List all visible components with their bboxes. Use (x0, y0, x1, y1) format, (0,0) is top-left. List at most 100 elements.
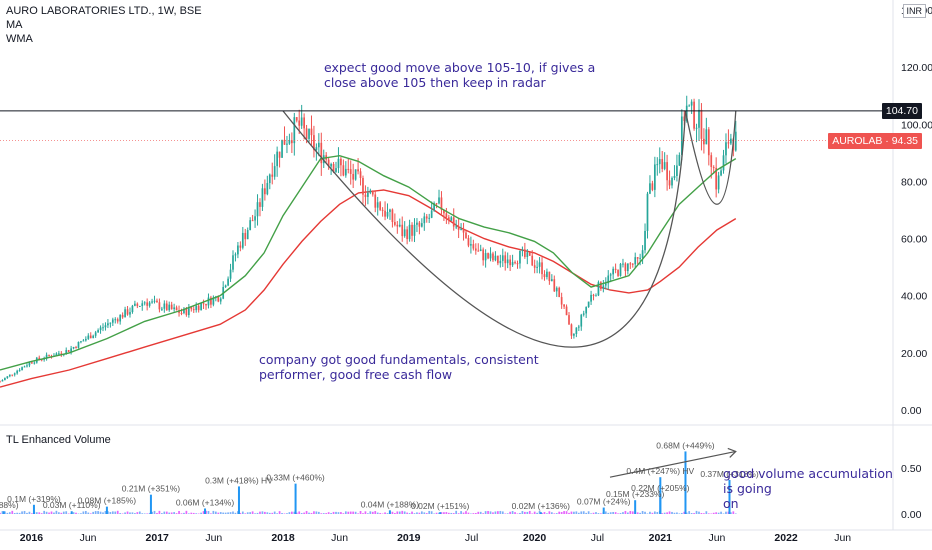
volume-bar (727, 511, 730, 514)
volume-bar (612, 511, 615, 514)
volume-bar (43, 510, 46, 514)
volume-bar (244, 513, 247, 514)
volume-bar (111, 511, 114, 514)
currency-badge[interactable]: INR (902, 4, 926, 18)
candle-body (717, 175, 720, 190)
candle-body (474, 248, 477, 251)
candle-body (344, 168, 347, 176)
candle-body (254, 216, 256, 221)
candle-body (526, 252, 529, 257)
candle-body (111, 319, 114, 323)
candle-body (676, 165, 678, 177)
annotation-volume-line-1: good volume accumulation is going (723, 466, 893, 496)
candle-body (104, 325, 107, 328)
candle-body (558, 287, 561, 298)
candle-body (45, 354, 48, 359)
volume-bar (543, 512, 546, 514)
volume-bar (707, 513, 710, 514)
volume-bar (391, 511, 394, 514)
volume-bar (445, 512, 448, 514)
candle-body (641, 250, 644, 258)
candle-body (609, 274, 612, 276)
candle-body (352, 173, 355, 180)
volume-bar (192, 512, 195, 514)
candle-body (447, 217, 450, 221)
candle-body (180, 312, 183, 314)
volume-bar (597, 513, 600, 514)
volume-bar (1, 511, 4, 514)
candle-body (327, 159, 330, 167)
volume-label: +288%) (0, 500, 19, 510)
candle-body (190, 307, 193, 310)
volume-bar (148, 512, 151, 514)
candle-body (146, 302, 149, 306)
volume-bar (239, 512, 242, 514)
volume-bar (460, 511, 462, 514)
volume-bar (337, 512, 340, 514)
candle-body (210, 297, 212, 305)
candle-body (428, 217, 431, 219)
candle-body (411, 224, 413, 236)
volume-bar (423, 512, 426, 514)
candle-body (357, 169, 359, 172)
volume-bar (457, 513, 460, 514)
volume-bar (141, 513, 144, 514)
candle-body (148, 302, 151, 306)
volume-bar (342, 513, 345, 514)
candle-body (192, 309, 195, 311)
volume-bar (107, 511, 109, 514)
volume-bar (406, 512, 408, 514)
candle-body (420, 223, 423, 227)
candle-body (16, 370, 19, 374)
volume-bar (688, 511, 691, 514)
volume-bars (0, 451, 737, 514)
volume-bar (533, 511, 536, 514)
volume-panel-title[interactable]: TL Enhanced Volume (6, 434, 111, 446)
volume-label: 0.06M (+134%) (176, 497, 235, 507)
volume-bar (558, 511, 561, 514)
volume-label: 0.02M (+136%) (512, 501, 571, 511)
cup-handle-curves (282, 110, 737, 348)
time-tick-label: Jul (591, 532, 604, 544)
volume-bar (428, 510, 431, 514)
volume-label: 0.33M (+460%) (266, 473, 325, 483)
volume-bar (523, 511, 526, 514)
candle-body (467, 238, 470, 246)
candle-body (408, 224, 411, 240)
candle-body (629, 263, 632, 265)
volume-bar (465, 511, 467, 514)
candle-body (97, 330, 99, 333)
volume-bar (249, 512, 252, 514)
ma-legend[interactable]: MA (6, 19, 23, 31)
volume-bar (254, 513, 256, 514)
candle-body (1, 380, 4, 382)
candle-body (452, 217, 455, 227)
candle-body (509, 259, 512, 266)
candle-body (401, 224, 404, 237)
candlestick-series (0, 95, 737, 383)
volume-bar (202, 511, 205, 514)
volume-bar (663, 512, 666, 514)
volume-bar (359, 511, 362, 514)
time-tick-label: Jun (834, 532, 851, 544)
wma-legend[interactable]: WMA (6, 33, 33, 45)
volume-bar (357, 513, 359, 514)
candle-body (690, 101, 693, 106)
candle-body (617, 269, 619, 276)
time-tick-label: 2021 (649, 532, 673, 544)
candle-body (423, 216, 426, 224)
candle-body (519, 250, 521, 264)
volume-bar (224, 512, 227, 514)
volume-bar (575, 511, 578, 514)
candle-body (241, 232, 244, 248)
candle-body (595, 295, 597, 297)
volume-bar (286, 513, 288, 514)
volume-labels: +288%)0.1M (+319%)0.03M (+110%)0.08M (+1… (0, 440, 759, 511)
volume-bar (28, 511, 31, 514)
volume-bar (489, 511, 492, 514)
volume-bar (161, 513, 163, 514)
volume-bar (65, 511, 68, 514)
candle-body (570, 324, 573, 336)
candle-body (644, 230, 646, 251)
